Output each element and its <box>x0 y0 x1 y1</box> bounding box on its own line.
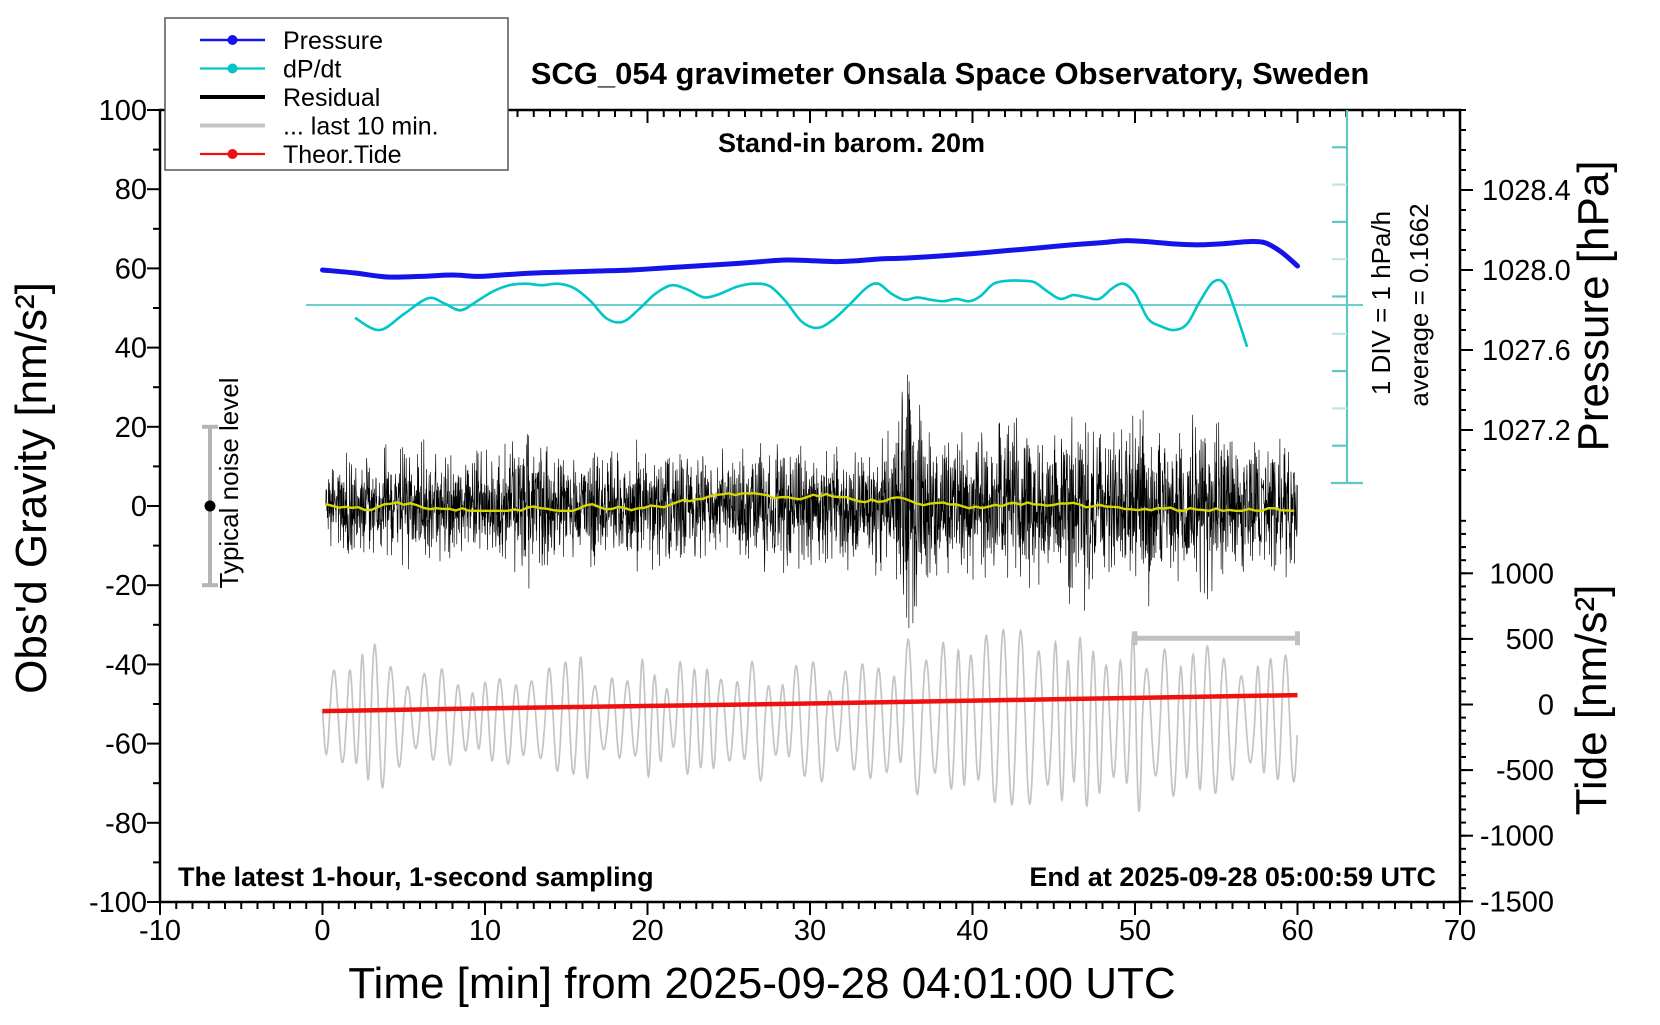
pressure-legend-label: Pressure <box>283 27 383 55</box>
legend-item-last10: ... last 10 min. <box>200 113 439 141</box>
gravity-tick-label: 40 <box>115 333 147 365</box>
theor-tide-curve <box>322 692 1298 714</box>
gravity-tick-label: -100 <box>89 887 147 919</box>
pressure-tick-label: 1028.0 <box>1482 255 1571 287</box>
theor-tide-legend-label: Theor.Tide <box>283 141 402 169</box>
dpdt-legend-label: dP/dt <box>283 56 341 84</box>
last10-curve <box>321 628 1299 812</box>
tide-tick-label: 0 <box>1538 690 1554 722</box>
tick-labels: -10 0 10 20 30 40 50 60 70100806040200-20-40-60-… <box>89 95 1571 947</box>
tide-tick-label: -500 <box>1496 755 1554 787</box>
gravity-tick-label: -20 <box>105 570 147 602</box>
tide-tick-label: 1000 <box>1489 558 1554 590</box>
gravity-tick-label: -80 <box>105 808 147 840</box>
gravity-tick-label: 20 <box>115 412 147 444</box>
residual-curve <box>325 374 1298 629</box>
pressure-tick-label: 1028.4 <box>1482 175 1571 207</box>
dpdt-legend-dot <box>227 63 238 74</box>
legend: Pressure dP/dt Residual ... last 10 min.… <box>164 17 509 171</box>
legend-item-pressure: Pressure <box>200 27 383 55</box>
residual-legend-label: Residual <box>283 84 380 112</box>
x-tick-label: 70 <box>1444 915 1476 947</box>
pressure-legend-dot <box>227 35 238 45</box>
x-tick-label: 20 <box>631 915 663 947</box>
pressure-tick-label: 1027.2 <box>1482 415 1571 447</box>
gravity-axis-title: Obs'd Gravity [nm/s²] <box>7 282 56 694</box>
tide-tick-label: -1000 <box>1480 821 1554 853</box>
average-annotation: average = 0.1662 <box>1404 203 1434 406</box>
tide-axis-title: Tide [nm/s²] <box>1567 585 1616 816</box>
div-scale-annotation: 1 DIV = 1 hPa/h <box>1366 211 1396 395</box>
page-title: SCG_054 gravimeter Onsala Space Observat… <box>531 56 1370 91</box>
pressure-curve <box>320 238 1300 280</box>
sampling-annotation: The latest 1-hour, 1-second sampling <box>178 862 654 892</box>
dpdt-scale-bar <box>306 110 1363 485</box>
noise-level-label: Typical noise level <box>214 378 244 589</box>
x-tick-label: 0 <box>314 915 330 947</box>
data-curves <box>320 238 1300 812</box>
end-time-annotation: End at 2025-09-28 05:00:59 UTC <box>1029 862 1436 892</box>
legend-item-theor-tide: Theor.Tide <box>200 141 402 169</box>
x-tick-label: -10 <box>139 915 181 947</box>
x-tick-label: 60 <box>1281 915 1313 947</box>
barometer-annotation: Stand-in barom. 20m <box>718 128 985 158</box>
gravity-tick-label: -60 <box>105 729 147 761</box>
noise-marker-dot <box>204 500 216 512</box>
tide-tick-label: 500 <box>1506 624 1554 656</box>
dpdt-curve <box>354 278 1249 348</box>
gravity-tick-label: 80 <box>115 174 147 206</box>
x-tick-label: 30 <box>794 915 826 947</box>
residual-smoothed-curve <box>325 492 1295 513</box>
gravity-tick-label: 100 <box>99 95 147 127</box>
gravity-tick-label: -40 <box>105 649 147 681</box>
x-tick-label: 10 <box>469 915 501 947</box>
pressure-tick-label: 1027.6 <box>1482 335 1571 367</box>
legend-item-dpdt: dP/dt <box>200 56 341 84</box>
legend-item-residual: Residual <box>200 84 380 112</box>
x-tick-label: 40 <box>956 915 988 947</box>
noise-level-marker: Typical noise level <box>202 378 244 589</box>
gravity-tick-label: 60 <box>115 253 147 285</box>
last10-legend-label: ... last 10 min. <box>283 113 439 141</box>
pressure-axis-title: Pressure [hPa] <box>1569 160 1618 451</box>
gravity-tick-label: 0 <box>131 491 147 523</box>
time-axis-title: Time [min] from 2025-09-28 04:01:00 UTC <box>348 959 1175 1008</box>
legend-box <box>164 17 509 171</box>
plot-frame <box>158 108 1462 904</box>
tide-tick-label: -1500 <box>1480 886 1554 918</box>
x-tick-label: 50 <box>1119 915 1151 947</box>
theor-tide-legend-dot <box>227 149 238 159</box>
